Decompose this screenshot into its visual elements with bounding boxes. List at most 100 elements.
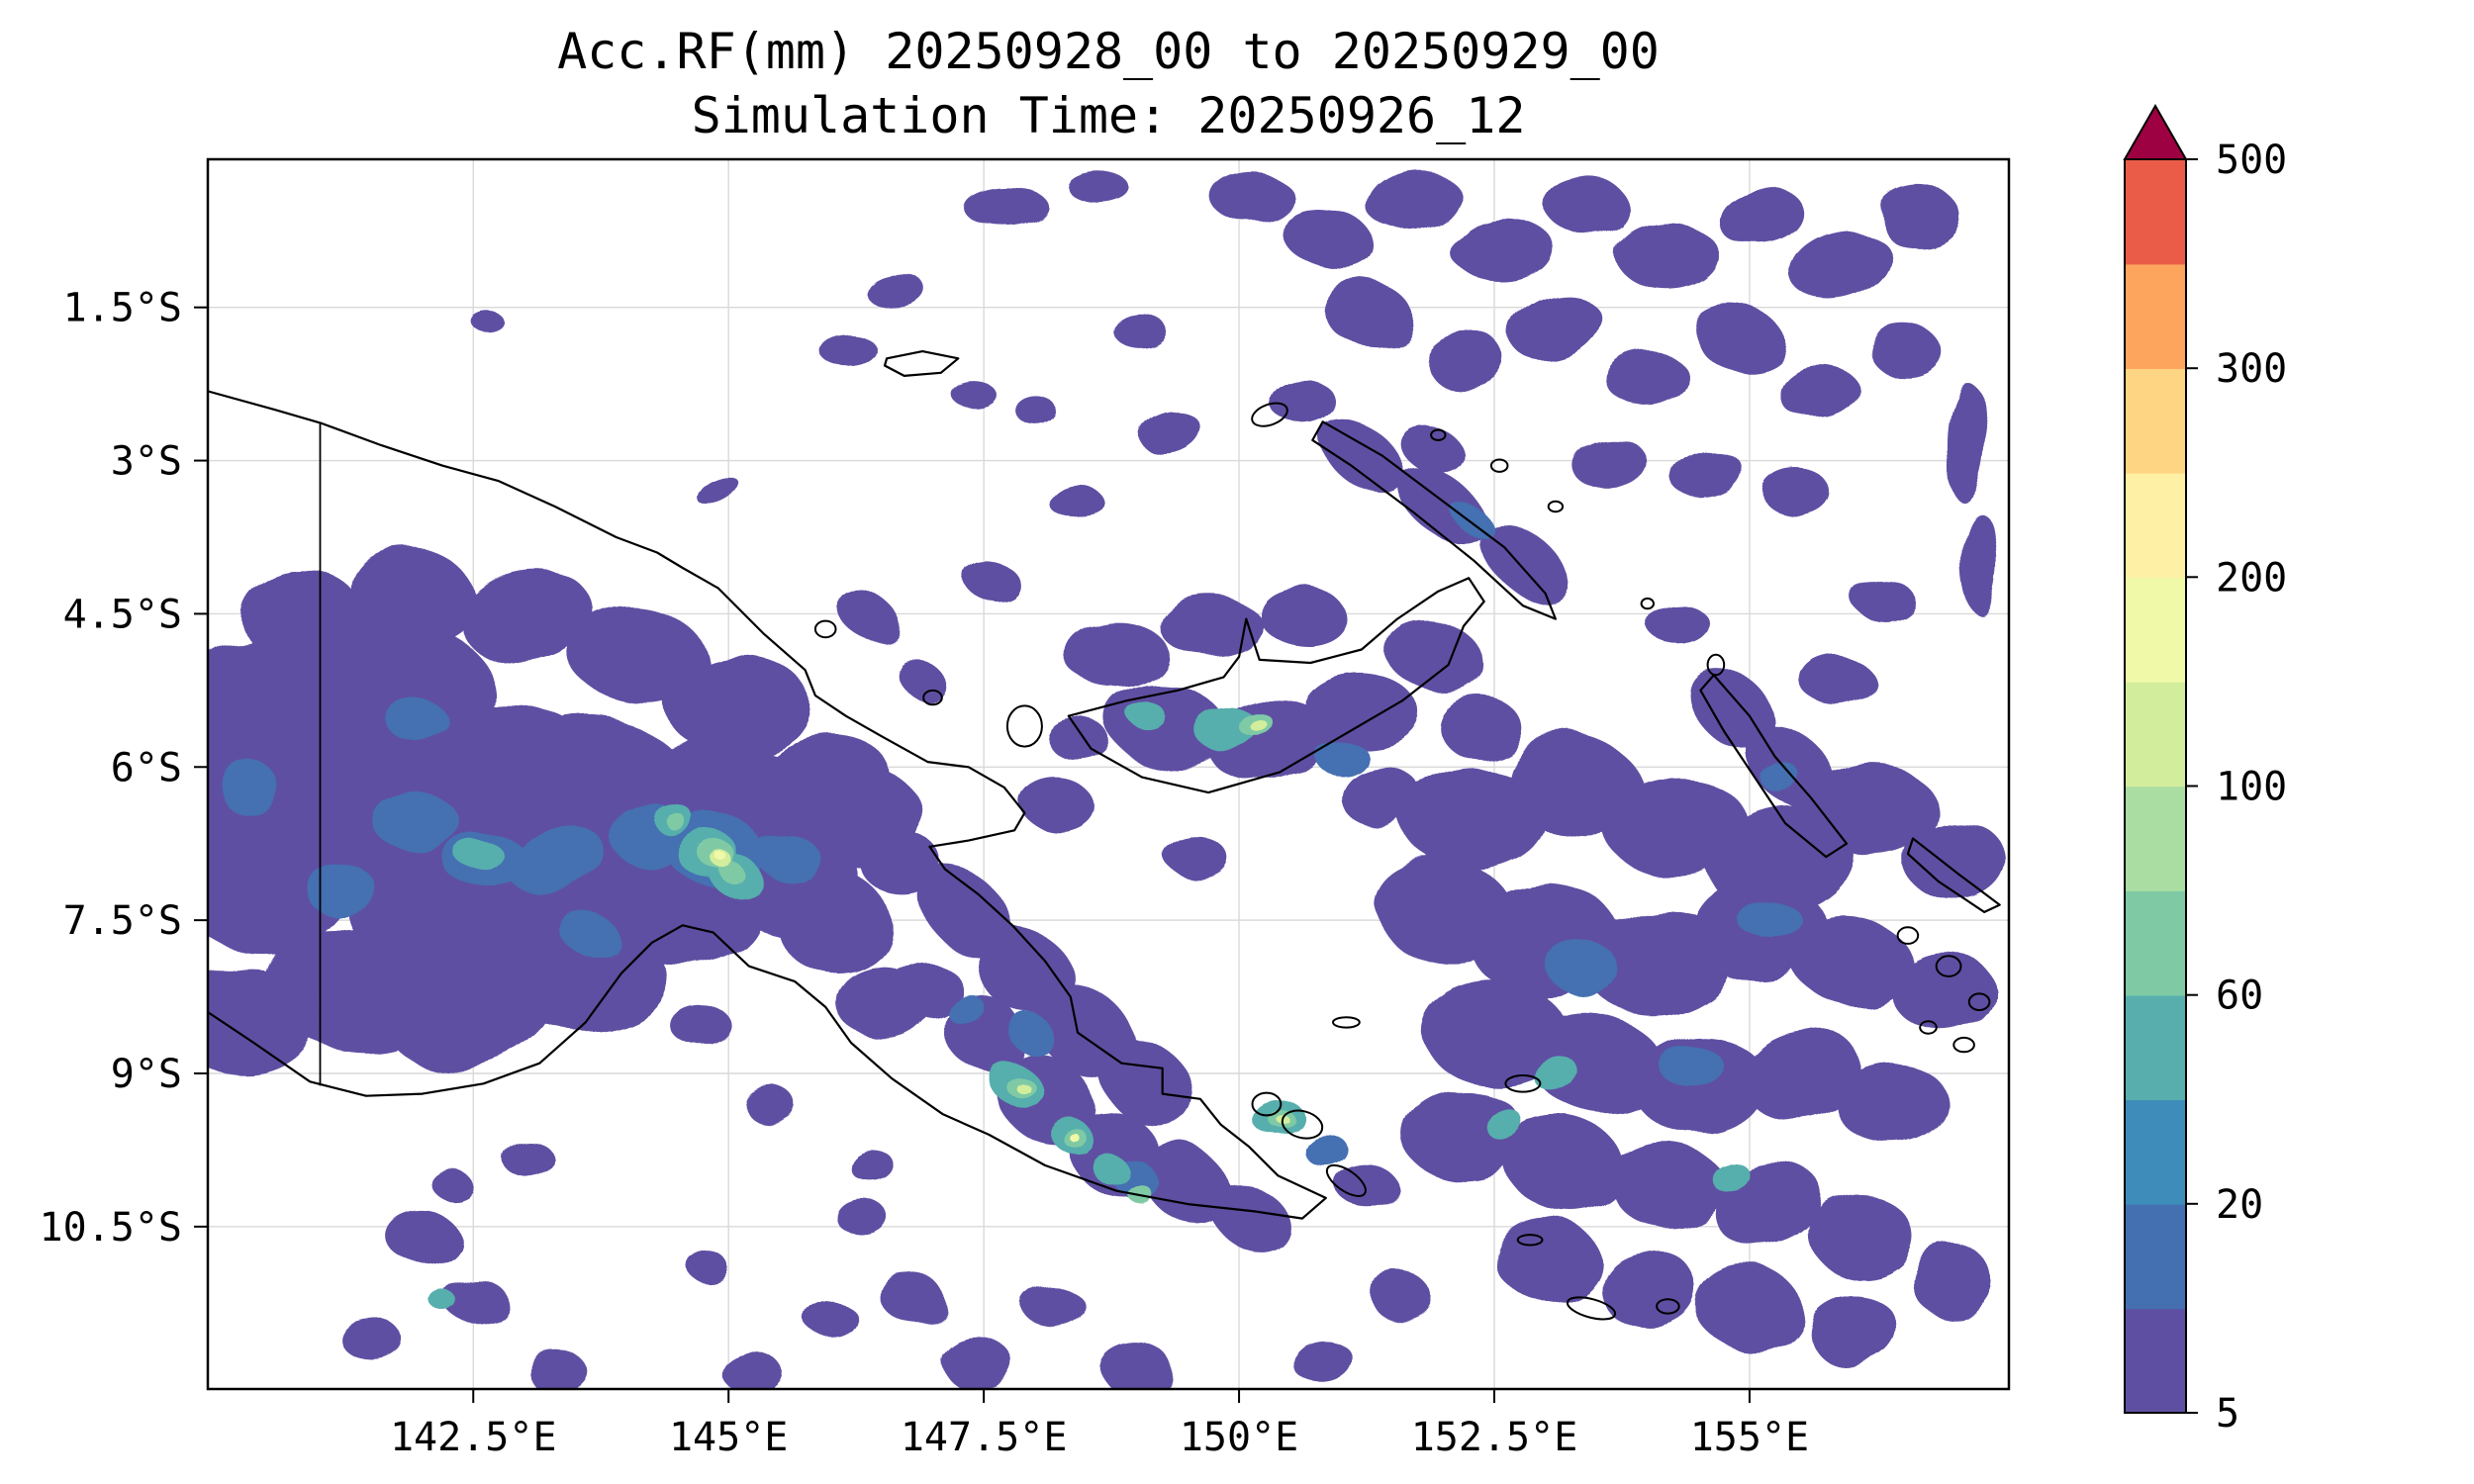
rain-contour — [1693, 307, 1785, 370]
rain-contour — [391, 705, 453, 747]
rain-contour — [677, 1012, 739, 1054]
y-tick-label: 10.5°S — [40, 1205, 183, 1251]
coastline-new-britain — [1067, 577, 1485, 794]
colorbar-band — [2125, 681, 2186, 788]
y-tick-label: 7.5°S — [63, 898, 182, 944]
rain-contour — [1100, 1039, 1194, 1129]
island-outline — [1896, 926, 1920, 945]
rain-contour — [1511, 295, 1600, 361]
island-outline — [1251, 1091, 1283, 1117]
rain-contour — [1836, 1063, 1950, 1146]
colorbar-band — [2125, 577, 2186, 683]
rain-contour — [1282, 207, 1380, 275]
rain-contour — [1810, 1195, 1913, 1278]
rain-contour — [1616, 223, 1719, 291]
rain-contour — [442, 1275, 505, 1321]
coastline-manus — [883, 350, 960, 377]
rain-contour — [1810, 762, 1934, 855]
rain-contour — [499, 1137, 550, 1174]
colorbar-tick-label: 60 — [2216, 974, 2263, 1019]
rain-contour — [350, 546, 473, 640]
rain-contour — [1372, 1275, 1434, 1321]
rain-contour — [1480, 523, 1570, 602]
rain-contour — [1268, 376, 1333, 422]
island-outline — [1325, 1163, 1367, 1197]
rain-contour — [688, 1252, 729, 1283]
x-tick-label: 152.5°E — [1411, 1415, 1578, 1460]
rain-contour — [1305, 675, 1418, 747]
island-outline — [922, 689, 943, 706]
rain-contour — [208, 966, 321, 1079]
rain-contour — [1092, 1154, 1131, 1188]
rain-contour — [861, 833, 943, 895]
island-outline — [813, 619, 837, 639]
rain-contour — [1208, 169, 1290, 221]
island-outline — [1504, 1074, 1542, 1093]
rain-contour — [887, 958, 959, 1016]
island-outline — [1332, 1016, 1361, 1029]
colorbar: 5 20 60 100 200 300 500 — [2123, 103, 2287, 1437]
island-outline — [1935, 955, 1962, 977]
rain-contour — [467, 307, 501, 328]
rain-contour — [1367, 168, 1459, 232]
island-outline — [1967, 992, 1991, 1012]
rain-contour — [770, 868, 892, 974]
rain-contour — [340, 1318, 403, 1359]
rain-contour — [1941, 379, 1987, 502]
title-line-1: Acc.RF(mm) 20250928_00 to 20250929_00 — [557, 23, 1660, 80]
rain-contour — [238, 567, 361, 660]
colorbar-tick-label: 100 — [2216, 765, 2287, 810]
coastline-bougainville — [1699, 674, 1849, 859]
rain-contour — [1740, 1026, 1861, 1121]
colorbar-band — [2125, 890, 2186, 996]
rain-contour — [1341, 1170, 1403, 1212]
x-tick-label: 155°E — [1690, 1415, 1809, 1460]
rain-contour — [1739, 899, 1801, 941]
rain-contour — [848, 1149, 895, 1182]
rain-contour — [1805, 659, 1877, 711]
rain-contour — [1422, 329, 1505, 388]
colorbar-tick-label: 5 — [2216, 1391, 2239, 1437]
rain-contour — [218, 762, 280, 813]
rain-contour — [822, 336, 880, 370]
rain-contour — [937, 1334, 1009, 1385]
rain-contour — [1341, 767, 1423, 829]
rain-contour — [1157, 593, 1260, 655]
island-outline — [1706, 653, 1726, 677]
rain-contour — [1317, 417, 1406, 495]
colorbar-band — [2125, 786, 2186, 891]
colorbar-tick-label: 300 — [2216, 346, 2287, 392]
colorbar-over-arrow — [2123, 103, 2188, 160]
plot-frame — [206, 157, 2011, 1391]
colorbar-band — [2125, 472, 2186, 579]
x-tick-label: 147.5°E — [901, 1415, 1068, 1460]
island-outline — [1640, 597, 1656, 610]
rain-contour — [1596, 1247, 1699, 1330]
rain-contour — [1128, 702, 1166, 730]
coastline-layer — [208, 350, 2001, 1321]
rain-contour — [458, 567, 591, 661]
rain-contour — [455, 837, 502, 871]
rain-contour — [1713, 184, 1806, 246]
y-tick-label: 9°S — [111, 1052, 182, 1097]
rain-contour — [1708, 1159, 1750, 1191]
rain-contour — [1438, 696, 1520, 757]
rainfall-layer — [208, 168, 2005, 1389]
colorbar-tick-label: 20 — [2216, 1182, 2263, 1228]
rain-contour — [1698, 1267, 1801, 1349]
rain-contour — [428, 1289, 456, 1311]
rain-contour — [432, 1171, 474, 1201]
rain-contour — [717, 1348, 780, 1389]
coastline-choiseul — [1906, 837, 2001, 913]
rain-contour — [386, 1211, 458, 1262]
rain-contour — [1494, 1216, 1597, 1299]
rain-contour — [1167, 838, 1229, 880]
rain-contour — [555, 909, 617, 952]
rain-contour — [1014, 395, 1056, 424]
rain-contour — [1137, 409, 1198, 452]
rain-contour — [1892, 951, 1995, 1033]
island-outline — [1566, 1296, 1617, 1321]
rain-contour — [1100, 1344, 1173, 1389]
rain-contour — [1067, 1131, 1079, 1141]
colorbar-band — [2125, 368, 2186, 474]
